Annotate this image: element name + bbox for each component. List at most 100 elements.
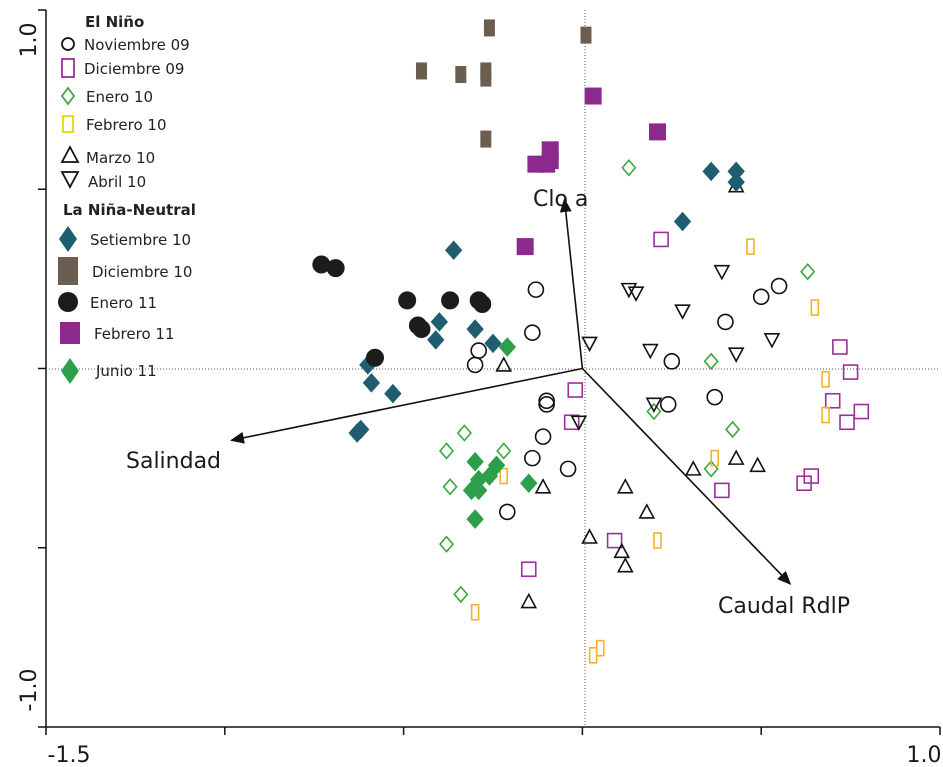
data-point-noviembre-09 — [524, 449, 541, 467]
data-point-junio-11 — [498, 337, 516, 357]
legend-swatch-febrero-11 — [60, 322, 80, 344]
data-point-febrero-11 — [541, 152, 559, 170]
data-point-abril-10 — [620, 282, 638, 299]
data-point-marzo-10 — [581, 528, 598, 544]
data-point-enero-10 — [496, 442, 512, 460]
data-point-febrero-10 — [595, 639, 605, 657]
data-point-abril-10 — [763, 333, 781, 349]
legend-label-diciembre-10: Diciembre 10 — [92, 263, 192, 281]
data-point-febrero-10 — [821, 406, 830, 424]
data-point-enero-10 — [621, 159, 637, 177]
data-point-diciembre-09 — [842, 364, 859, 380]
vector-label-salindad: Salindad — [126, 449, 221, 474]
data-point-diciembre-10 — [483, 19, 495, 37]
data-point-marzo-10 — [495, 356, 513, 372]
data-point-setiembre-10 — [362, 373, 381, 393]
data-point-enero-10 — [646, 402, 662, 421]
y-tick-label-top: 1.0 — [17, 23, 42, 58]
data-point-setiembre-10 — [430, 312, 449, 332]
data-point-diciembre-09 — [567, 382, 584, 398]
data-point-diciembre-09 — [839, 414, 855, 431]
data-point-abril-10 — [645, 397, 663, 414]
data-point-febrero-11 — [648, 123, 666, 141]
data-point-setiembre-10 — [673, 211, 692, 232]
data-point-enero-10 — [725, 420, 741, 439]
legend-marker — [60, 145, 80, 163]
data-point-junio-11 — [462, 480, 481, 501]
vector-label-clo-a: Clo a — [533, 187, 588, 212]
data-point-marzo-10 — [638, 503, 656, 519]
data-point-marzo-10 — [520, 592, 538, 609]
data-point-enero-11 — [398, 291, 417, 310]
legend-marker — [59, 226, 77, 252]
data-point-febrero-11 — [584, 87, 602, 105]
data-point-marzo-10 — [684, 460, 702, 476]
data-point-diciembre-09 — [520, 561, 537, 578]
legend-label-noviembre-09: Noviembre 09 — [84, 36, 190, 54]
legend-marker — [58, 292, 78, 312]
legend-marker — [60, 322, 80, 344]
legend-label-setiembre-10: Setiembre 10 — [90, 231, 191, 249]
legend-marker — [58, 257, 78, 285]
data-point-noviembre-09 — [752, 288, 770, 306]
data-point-junio-11 — [466, 451, 484, 472]
data-point-marzo-10 — [749, 456, 766, 473]
data-point-enero-10 — [800, 262, 816, 281]
legend-label-enero-10: Enero 10 — [86, 88, 153, 106]
legend-marker — [60, 86, 76, 106]
data-point-junio-11 — [466, 509, 484, 529]
legend-swatch-febrero-10 — [62, 115, 74, 133]
legend-marker — [62, 115, 74, 133]
data-point-diciembre-09 — [853, 403, 870, 420]
legend-label-junio-11: Junio 11 — [95, 362, 157, 380]
data-point-febrero-10 — [710, 449, 720, 467]
data-point-diciembre-09 — [563, 414, 580, 431]
data-point-diciembre-09 — [796, 475, 812, 492]
data-point-diciembre-09 — [824, 392, 841, 409]
x-tick-label-left: -1.5 — [48, 743, 91, 767]
biplot-vectors — [229, 198, 792, 586]
data-point-febrero-10 — [821, 370, 830, 388]
data-point-noviembre-09 — [559, 460, 577, 478]
data-point-noviembre-09 — [659, 396, 677, 413]
y-tick-label-bottom: -1.0 — [17, 669, 42, 712]
legend-title-la-nina: La Niña-Neutral — [63, 201, 196, 219]
data-point-enero-10 — [453, 585, 469, 604]
data-point-abril-10 — [570, 415, 588, 431]
data-point-diciembre-09 — [832, 339, 848, 355]
data-point-enero-10 — [438, 442, 455, 460]
legend-marker — [60, 171, 80, 189]
scatter-points — [312, 19, 870, 664]
data-point-setiembre-10 — [702, 161, 720, 182]
legend-swatch-junio-11 — [61, 358, 79, 384]
legend: El Niño Noviembre 09 Diciembre 09 Enero … — [58, 13, 196, 384]
legend-swatch-abril-10 — [60, 171, 80, 189]
legend-swatch-noviembre-09 — [61, 37, 75, 51]
data-point-febrero-10 — [810, 299, 820, 316]
data-point-febrero-10 — [499, 467, 509, 485]
legend-label-marzo-10: Marzo 10 — [86, 149, 155, 167]
data-point-enero-11 — [441, 291, 460, 310]
data-point-enero-10 — [442, 478, 458, 496]
data-point-noviembre-09 — [717, 313, 734, 331]
data-point-enero-11 — [326, 259, 345, 278]
legend-label-febrero-10: Febrero 10 — [86, 116, 167, 134]
data-point-diciembre-09 — [606, 532, 623, 549]
data-point-junio-11 — [520, 473, 538, 493]
legend-swatch-setiembre-10 — [59, 226, 77, 252]
data-point-diciembre-10 — [580, 26, 592, 44]
legend-swatch-diciembre-10 — [58, 257, 78, 285]
data-point-noviembre-09 — [499, 503, 516, 521]
vector-label-caudal: Caudal RdlP — [718, 594, 850, 619]
data-point-enero-11 — [473, 294, 492, 313]
data-point-noviembre-09 — [470, 342, 487, 359]
data-point-enero-10 — [703, 352, 719, 371]
data-point-enero-10 — [456, 424, 472, 442]
data-point-diciembre-10 — [415, 62, 427, 80]
data-point-marzo-10 — [616, 478, 634, 494]
legend-label-febrero-11: Febrero 11 — [94, 325, 175, 343]
data-point-noviembre-09 — [538, 392, 555, 410]
data-point-abril-10 — [627, 286, 645, 302]
legend-swatch-diciembre-09 — [61, 58, 75, 78]
